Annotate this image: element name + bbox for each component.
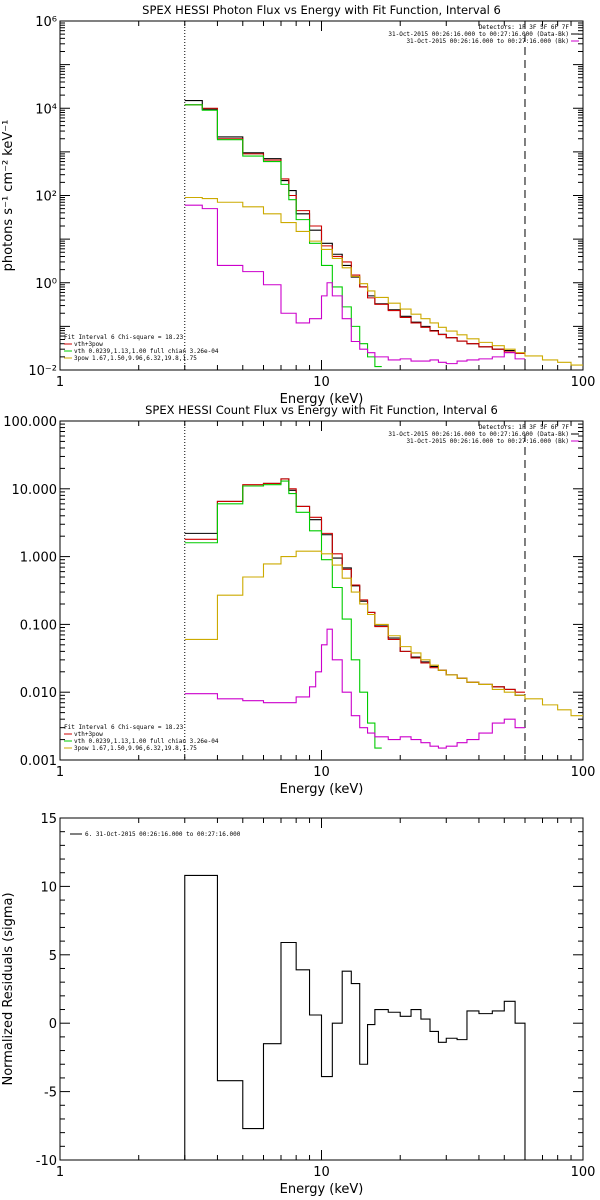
legend-topright-text: 31-Oct-2015 00:26:16.000 to 00:27:16.000…: [388, 31, 569, 38]
series-line-1: [184, 478, 525, 696]
x-axis-label: Energy (keV): [280, 392, 364, 407]
x-tick-label: 10: [313, 1165, 330, 1180]
y-tick-label: 0: [49, 1017, 57, 1032]
y-tick-label: 0.010: [20, 686, 57, 701]
series-line-3: [184, 104, 382, 368]
legend-bottomleft-text: vth 0.0239,1.13,1.00 full chian 3.26e-04: [74, 738, 219, 745]
y-tick-label: 10⁰: [35, 277, 57, 292]
x-tick-label: 100: [571, 1165, 596, 1180]
x-tick-label: 1: [56, 375, 64, 390]
y-tick-label: 5: [49, 949, 57, 964]
y-tick-label: 10.000: [12, 483, 58, 498]
y-tick-label: 15: [40, 812, 57, 827]
legend-bottomleft-text: vth+3pow: [74, 341, 103, 348]
series-line-4: [184, 196, 583, 366]
x-axis-label: Energy (keV): [280, 782, 364, 797]
y-tick-label: -5: [44, 1086, 57, 1101]
chart-panel-3: 1 10 100 -10 -5 0 5 10 15 Energy (keV) Normalized …: [1, 812, 595, 1197]
y-tick-label: 1.000: [20, 551, 57, 566]
y-axis-label: Normalized Residuals (sigma): [1, 892, 16, 1085]
legend-topright-text: 31-Oct-2015 00:26:16.000 to 00:27:16.000…: [388, 431, 569, 438]
y-tick-label: 100.000: [3, 415, 57, 430]
x-tick-label: 1: [56, 765, 64, 780]
legend-bottomleft-text: Fit Interval 6 Chi-square = 18.23: [64, 334, 184, 341]
legend-topright-text: 31-Oct-2015 00:26:16.000 to 00:27:16.000…: [406, 38, 569, 45]
legend-topright-text: 31-Oct-2015 00:26:16.000 to 00:27:16.000…: [406, 438, 569, 445]
y-axis-label: photons s⁻¹ cm⁻² keV⁻¹: [1, 120, 16, 272]
legend-bottomleft-text: 3pow 1.67,1.50,9.96,6.32,19.8,1.75: [74, 745, 197, 752]
chart-title: SPEX HESSI Count Flux vs Energy with Fit…: [145, 403, 498, 417]
plot-frame: [59, 420, 584, 761]
legend-bottomleft-text: vth+3pow: [74, 731, 103, 738]
plot-frame: [59, 817, 584, 1161]
y-tick-label: 10⁶: [35, 15, 57, 30]
y-tick-label: 10²: [35, 190, 57, 205]
y-tick-label: 0.001: [20, 754, 57, 769]
x-tick-label: 10: [313, 375, 330, 390]
legend-bottomleft-text: Fit Interval 6 Chi-square = 18.23: [64, 724, 184, 731]
series-line-5: [184, 204, 525, 365]
chart-panel-2: 1 10 100 0.001 0.010 0.100 1.000 10.000 100.000 S…: [3, 403, 595, 797]
x-axis-label: Energy (keV): [280, 1182, 364, 1197]
series-line-4: [184, 550, 583, 717]
legend-bottomleft-text: vth 0.0239,1.13,1.00 full chian 3.26e-04: [74, 348, 219, 355]
x-tick-label: 100: [571, 375, 596, 390]
series-line-2: [184, 104, 525, 354]
y-tick-label: 10⁻²: [28, 364, 57, 379]
x-tick-label: 10: [313, 765, 330, 780]
y-tick-label: -10: [36, 1154, 57, 1169]
series-line-1: [184, 874, 526, 1160]
legend-topright-text: Detectors: 1F 3F 5F 6F 7F: [479, 24, 570, 31]
y-tick-label: 0.100: [20, 618, 57, 633]
series-line-5: [184, 628, 525, 749]
legend-bottomleft-text: 3pow 1.67,1.50,9.96,6.32,19.8,1.75: [74, 355, 197, 362]
x-tick-label: 100: [571, 765, 596, 780]
legend-text: 6. 31-Oct-2015 00:26:16.000 to 00:27:16.…: [85, 831, 241, 838]
chart-panel-1: 1 10 100 10⁻² 10⁰ 10² 10⁴ 10⁶ SPEX HESSI Photon …: [1, 3, 595, 407]
y-tick-label: 10: [40, 880, 57, 895]
legend-topright-text: Detectors: 1F 3F 5F 6F 7F: [479, 424, 570, 431]
chart-title: SPEX HESSI Photon Flux vs Energy with Fi…: [142, 3, 501, 17]
series-line-3: [184, 480, 382, 749]
x-tick-label: 1: [56, 1165, 64, 1180]
y-tick-label: 10⁴: [35, 102, 57, 117]
